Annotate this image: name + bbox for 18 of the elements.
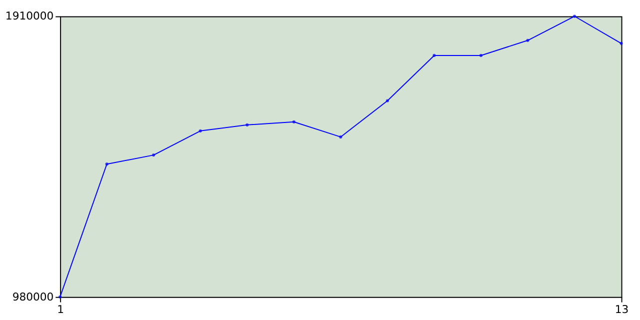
point [479,54,483,58]
point [572,14,576,18]
point [105,162,108,166]
point [526,38,530,42]
point [58,295,62,298]
point [152,154,156,157]
point [386,99,390,102]
point [292,120,296,124]
point [432,54,436,58]
y-tick-label: 1910000 [5,10,54,23]
x-tick-label: 1 [57,303,64,316]
point [620,42,623,45]
point [246,123,249,126]
line-series [58,14,623,298]
point [198,129,202,132]
point [339,135,342,139]
x-tick-label: 13 [614,303,629,316]
y-tick-label: 980000 [12,290,54,304]
